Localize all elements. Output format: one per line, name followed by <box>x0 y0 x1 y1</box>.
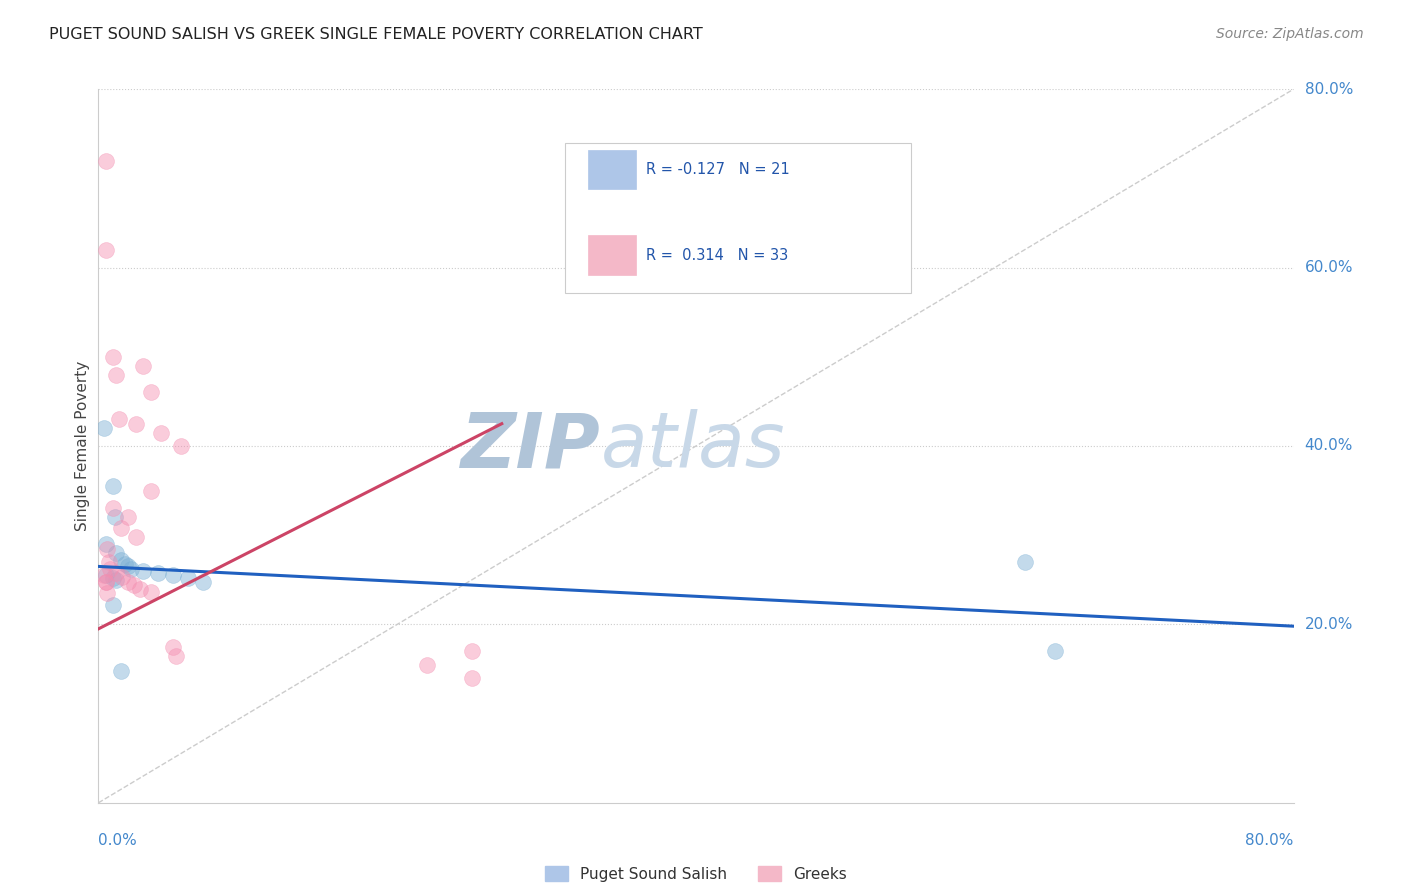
Point <box>93 568 115 582</box>
Point <box>120 562 142 576</box>
Point <box>150 425 173 440</box>
Point <box>162 640 184 654</box>
Point <box>114 557 136 571</box>
Text: R =  0.314   N = 33: R = 0.314 N = 33 <box>645 248 787 263</box>
Point <box>108 412 131 426</box>
Point <box>162 568 184 582</box>
Point <box>139 483 162 498</box>
Point <box>103 501 125 516</box>
FancyBboxPatch shape <box>565 143 911 293</box>
Point <box>111 570 134 584</box>
FancyBboxPatch shape <box>589 150 636 189</box>
Point <box>125 417 148 431</box>
Point <box>139 385 162 400</box>
Point <box>191 574 214 589</box>
FancyBboxPatch shape <box>589 235 636 275</box>
Legend: Puget Sound Salish, Greeks: Puget Sound Salish, Greeks <box>538 860 853 888</box>
Point <box>125 530 148 544</box>
Point <box>1043 644 1066 658</box>
Text: 40.0%: 40.0% <box>1305 439 1353 453</box>
Point <box>124 578 146 592</box>
Point <box>103 571 125 585</box>
Point <box>94 537 117 551</box>
Point <box>94 568 117 582</box>
Point <box>416 657 439 672</box>
Text: 80.0%: 80.0% <box>1246 833 1294 848</box>
Point <box>165 648 187 663</box>
Point <box>129 582 152 596</box>
Point <box>461 671 484 685</box>
Point <box>94 574 117 589</box>
Point <box>110 521 132 535</box>
Point <box>139 585 162 599</box>
Point <box>93 421 115 435</box>
Point <box>461 644 484 658</box>
Point <box>117 574 139 589</box>
Point <box>104 510 127 524</box>
Point <box>110 553 132 567</box>
Text: ZIP: ZIP <box>461 409 600 483</box>
Y-axis label: Single Female Poverty: Single Female Poverty <box>75 361 90 531</box>
Point <box>96 586 118 600</box>
Point <box>94 574 117 589</box>
Point <box>94 243 117 257</box>
Text: R = -0.127   N = 21: R = -0.127 N = 21 <box>645 162 790 178</box>
Point <box>148 566 170 580</box>
Point <box>98 562 122 576</box>
Point <box>97 555 120 569</box>
Point <box>117 559 139 574</box>
Point <box>94 153 117 168</box>
Point <box>117 510 139 524</box>
Text: Source: ZipAtlas.com: Source: ZipAtlas.com <box>1216 27 1364 41</box>
Point <box>103 598 125 612</box>
Point <box>105 566 128 580</box>
Point <box>132 359 155 373</box>
Point <box>132 564 155 578</box>
Point <box>105 573 128 587</box>
Text: 20.0%: 20.0% <box>1305 617 1353 632</box>
Point <box>169 439 191 453</box>
Text: PUGET SOUND SALISH VS GREEK SINGLE FEMALE POVERTY CORRELATION CHART: PUGET SOUND SALISH VS GREEK SINGLE FEMAL… <box>49 27 703 42</box>
Text: 80.0%: 80.0% <box>1305 82 1353 96</box>
Point <box>1014 555 1036 569</box>
Point <box>105 546 128 560</box>
Point <box>103 350 125 364</box>
Point <box>103 479 125 493</box>
Point <box>110 664 132 678</box>
Text: 60.0%: 60.0% <box>1305 260 1353 275</box>
Point <box>105 368 128 382</box>
Text: atlas: atlas <box>600 409 785 483</box>
Text: 0.0%: 0.0% <box>98 833 138 848</box>
Point <box>177 571 200 585</box>
Point <box>96 541 118 556</box>
